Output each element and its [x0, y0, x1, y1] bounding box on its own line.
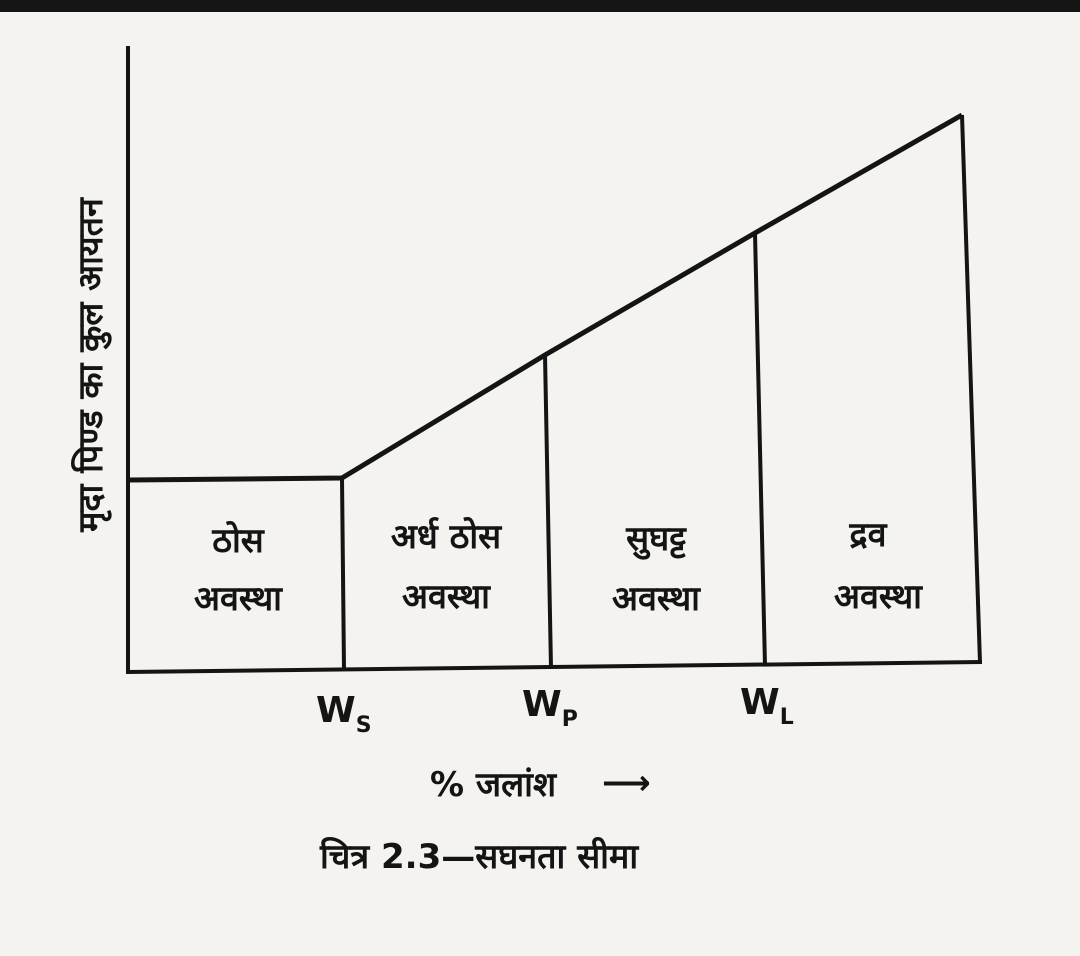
wl-base: W: [740, 682, 780, 723]
y-axis-label: मृदा पिण्ड का कुल आयतन: [70, 197, 112, 533]
x-axis-label: % जलांश: [430, 765, 558, 805]
shrinkage-limit-label: WS: [316, 690, 372, 738]
wp-base: W: [522, 684, 562, 725]
x-axis-arrow-icon: ⟶: [602, 763, 651, 803]
region-solid-label-line2: अवस्था: [194, 579, 283, 619]
figure-caption: चित्र 2.3—सघनता सीमा: [319, 836, 639, 877]
wl-boundary-line: [753, 232, 767, 667]
ws-subscript: S: [356, 713, 372, 738]
plastic-limit-label: WP: [522, 684, 578, 732]
wp-boundary-line: [543, 354, 553, 669]
wp-subscript: P: [562, 707, 578, 732]
region-liquid-label-line2: अवस्था: [834, 577, 923, 617]
wl-subscript: L: [780, 705, 794, 730]
x-axis-line: [125, 660, 983, 674]
ws-boundary-line: [340, 477, 346, 671]
region-plastic-label-line2: अवस्था: [612, 579, 701, 619]
right-boundary-line: [960, 114, 982, 664]
region-semisolid-label-line2: अवस्था: [402, 577, 491, 617]
region-solid-label-line1: ठोस: [211, 520, 265, 561]
region-semisolid-label-line1: अर्ध ठोस: [391, 516, 502, 557]
top-dark-band: [0, 0, 1080, 12]
region-liquid-label-line1: द्रव: [849, 515, 888, 555]
ws-base: W: [316, 690, 356, 731]
region-plastic-label-line1: सुघट्ट: [625, 519, 687, 560]
liquid-limit-label: WL: [740, 682, 794, 730]
